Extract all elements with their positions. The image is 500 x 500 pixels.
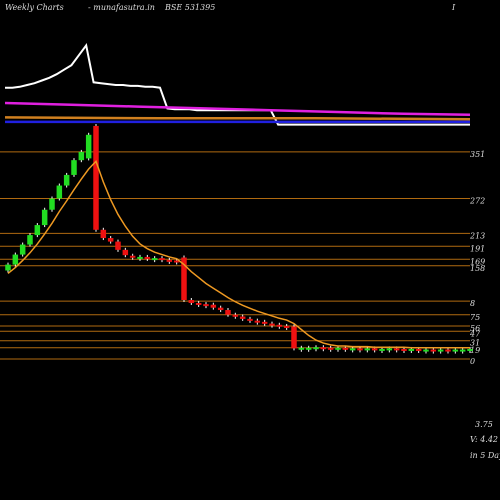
- candle-body: [71, 160, 77, 175]
- average-line: [7, 159, 470, 349]
- candle-body: [151, 258, 158, 261]
- candle-body: [107, 238, 114, 242]
- candle-body: [401, 348, 407, 351]
- candle-body: [254, 320, 261, 323]
- header-label: Weekly Charts: [5, 3, 64, 12]
- candle-body: [371, 348, 378, 351]
- y-tick-label: 56: [470, 324, 480, 333]
- candle-body: [56, 185, 63, 199]
- candle-body: [63, 174, 70, 186]
- candle-body: [386, 348, 393, 351]
- candle-body: [100, 229, 107, 239]
- candle-body: [49, 198, 55, 210]
- indicator-line: [4, 116, 471, 121]
- header-right: I: [451, 3, 456, 12]
- candle-body: [291, 326, 297, 349]
- candle-body: [247, 318, 253, 321]
- candle-body: [467, 348, 473, 351]
- candle-body: [298, 347, 305, 350]
- y-tick-label: 213: [469, 231, 485, 240]
- y-tick-label: 272: [469, 197, 485, 206]
- candle-body: [379, 348, 385, 351]
- candle-body: [408, 348, 415, 351]
- y-tick-label: 0: [470, 357, 475, 366]
- indicator-line: [4, 101, 471, 116]
- candle-body: [283, 325, 290, 328]
- y-tick-label: 31: [470, 339, 480, 348]
- candle-body: [159, 258, 165, 261]
- candle-body: [459, 349, 466, 352]
- candle-body: [217, 307, 224, 311]
- candle-body: [181, 257, 187, 300]
- candle-body: [188, 300, 195, 303]
- candle-body: [12, 254, 19, 265]
- candle-body: [85, 134, 92, 159]
- candle-body: [327, 347, 334, 350]
- candle-body: [115, 241, 121, 250]
- candle-body: [144, 256, 151, 259]
- candle-body: [137, 256, 143, 259]
- candle-body: [349, 348, 356, 351]
- candle-body: [78, 151, 85, 161]
- candle-body: [430, 349, 437, 352]
- footer-price: 3.75: [475, 420, 493, 429]
- candle-body: [173, 260, 180, 263]
- candle-body: [357, 348, 363, 351]
- candle-body: [276, 324, 283, 327]
- candle-body: [335, 347, 341, 350]
- candle-body: [27, 235, 33, 245]
- candle-body: [41, 209, 48, 226]
- candle-body: [452, 349, 459, 352]
- candle-body: [269, 323, 275, 326]
- y-tick-label: 8: [470, 299, 475, 308]
- candle-body: [34, 225, 41, 236]
- y-tick-label: 47: [469, 329, 481, 338]
- candle-body: [437, 349, 444, 352]
- y-tick-label: 169: [470, 257, 485, 266]
- candle-body: [5, 264, 11, 271]
- candle-body: [19, 244, 26, 255]
- symbol-label: BSE 531395: [164, 3, 215, 12]
- y-tick-label: 19: [470, 346, 480, 355]
- footer-volume: V: 4.42: [470, 435, 498, 444]
- candle-body: [93, 125, 99, 230]
- y-tick-label: 351: [470, 150, 485, 159]
- candle-body: [232, 314, 239, 317]
- candle-body: [320, 347, 327, 350]
- candle-body: [415, 348, 422, 351]
- y-tick-label: 191: [470, 244, 485, 253]
- candle-body: [225, 310, 231, 315]
- candle-body: [305, 347, 312, 350]
- candle-body: [239, 316, 246, 319]
- footer-period: in 5 Days: [470, 451, 500, 460]
- candle-body: [122, 249, 129, 256]
- candle-body: [210, 304, 217, 308]
- candle-body: [393, 348, 400, 351]
- site-label: - munafasutra.in: [88, 3, 155, 12]
- candle-body: [313, 347, 319, 350]
- candle-body: [129, 255, 136, 258]
- candle-body: [364, 348, 371, 351]
- candle-body: [423, 349, 429, 352]
- y-tick-label: 158: [470, 264, 485, 273]
- y-tick-label: 75: [470, 313, 480, 322]
- candle-body: [261, 321, 268, 324]
- candle-body: [342, 347, 349, 350]
- candle-body: [203, 304, 209, 307]
- candle-body: [166, 259, 173, 262]
- candle-body: [195, 302, 202, 305]
- candle-body: [445, 349, 451, 352]
